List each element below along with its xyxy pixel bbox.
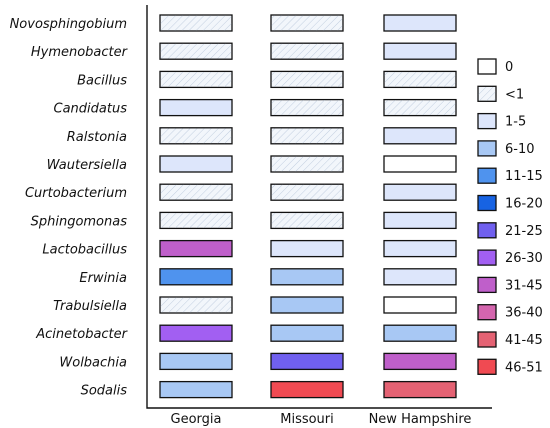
legend-swatch-10 [477,304,497,321]
legend-label-9: 31-45 [505,278,543,293]
heatmap-cells [159,14,457,399]
legend-label-11: 41-45 [505,333,543,348]
genus-label-acinetobacter: Acinetobacter [35,327,128,342]
location-labels: Georgia Missouri New Hampshire [171,412,472,427]
cell-hatch-curtobacterium-missouri [271,184,343,200]
cell-wolbachia-georgia [159,352,233,371]
genus-label-lactobacillus: Lactobacillus [42,243,127,258]
genus-label-wolbachia: Wolbachia [59,355,127,370]
legend-swatch-hatch [478,87,496,101]
legend-label-1: 0 [505,60,513,75]
axis-lines [146,5,492,409]
genus-label-novosphingobium: Novosphingobium [10,17,127,32]
cell-lactobacillus-new-hampshire [383,239,457,258]
cell-hatch-hymenobacter-missouri [271,43,343,59]
genus-label-wautersiella: Wautersiella [47,158,127,173]
genus-label-ralstonia: Ralstonia [67,130,127,145]
cell-wolbachia-missouri [270,352,344,371]
cell-hatch-bacillus-new-hampshire [384,72,456,87]
cell-hatch-hymenobacter-georgia [160,43,232,59]
cell-hatch-bacillus-missouri [271,72,343,87]
cell-hatch-novosphingobium-missouri [271,15,343,31]
cell-hatch-ralstonia-missouri [271,128,343,144]
legend-swatch-6 [477,194,497,212]
location-label-new-hampshire: New Hampshire [369,412,472,427]
legend-swatch-9 [477,276,497,294]
genus-label-sphingomonas: Sphingomonas [31,214,128,229]
legend-swatch-8 [477,249,497,266]
cell-hatch-bacillus-georgia [160,72,232,87]
cell-hatch-sphingomonas-georgia [160,213,232,228]
cell-wautersiella-new-hampshire [383,155,457,173]
cell-ralstonia-new-hampshire [383,127,457,145]
legend-label-2: <1 [505,87,524,102]
cell-hatch-candidatus-missouri [271,100,343,115]
cell-acinetobacter-georgia [159,324,233,342]
cell-sodalis-georgia [159,380,233,399]
legend-label-12: 46-51 [505,360,543,375]
legend: 0 <1 1-5 6-10 11-15 16-20 21-25 26-30 31-45 36-40… [477,58,543,375]
cell-hatch-sphingomonas-missouri [271,213,343,228]
cell-candidatus-georgia [159,98,233,117]
legend-swatch-4 [477,140,497,157]
genus-label-bacillus: Bacillus [77,73,127,88]
genus-label-trabulsiella: Trabulsiella [53,299,127,314]
genus-label-hymenobacter: Hymenobacter [31,45,129,60]
legend-label-3: 1-5 [505,115,526,130]
cell-erwinia-georgia [159,268,233,286]
legend-label-4: 6-10 [505,142,535,157]
cell-sodalis-new-hampshire [383,380,457,399]
cell-hymenobacter-new-hampshire [383,42,457,60]
legend-swatch-7 [477,222,497,239]
legend-swatch-3 [477,112,497,130]
genus-label-erwinia: Erwinia [79,271,127,286]
legend-label-8: 26-30 [505,251,543,266]
genus-label-sodalis: Sodalis [81,384,128,399]
legend-label-10: 36-40 [505,306,543,321]
cell-hatch-novosphingobium-georgia [160,15,232,31]
genus-label-curtobacterium: Curtobacterium [25,186,127,201]
legend-swatch-12 [477,358,497,375]
cell-curtobacterium-new-hampshire [383,183,457,201]
cell-sphingomonas-new-hampshire [383,211,457,230]
cell-erwinia-new-hampshire [383,268,457,286]
genus-label-candidatus: Candidatus [54,102,128,117]
cell-sodalis-missouri [270,380,344,399]
cell-novosphingobium-new-hampshire [383,14,457,32]
cell-lactobacillus-georgia [159,239,233,258]
genus-labels: Novosphingobium Hymenobacter Bacillus Candi… [10,17,129,399]
cell-erwinia-missouri [270,268,344,286]
cell-hatch-curtobacterium-georgia [160,184,232,200]
legend-swatch-5 [477,167,497,184]
legend-label-7: 21-25 [505,224,543,239]
location-label-missouri: Missouri [280,412,334,427]
cell-hatch-candidatus-new-hampshire [384,100,456,115]
cell-hatch-wautersiella-missouri [271,156,343,172]
cell-trabulsiella-new-hampshire [383,296,457,314]
cell-acinetobacter-new-hampshire [383,324,457,342]
legend-swatch-11 [477,331,497,348]
cell-hatch-trabulsiella-georgia [160,297,232,313]
cell-trabulsiella-missouri [270,296,344,314]
cell-lactobacillus-missouri [270,239,344,258]
location-label-georgia: Georgia [171,412,222,427]
cell-wolbachia-new-hampshire [383,352,457,371]
cell-wautersiella-georgia [159,155,233,173]
legend-label-6: 16-20 [505,197,543,212]
legend-swatch-1 [477,58,497,75]
legend-label-5: 11-15 [505,169,543,184]
cell-hatch-ralstonia-georgia [160,128,232,144]
axes [146,5,492,409]
cell-acinetobacter-missouri [270,324,344,342]
